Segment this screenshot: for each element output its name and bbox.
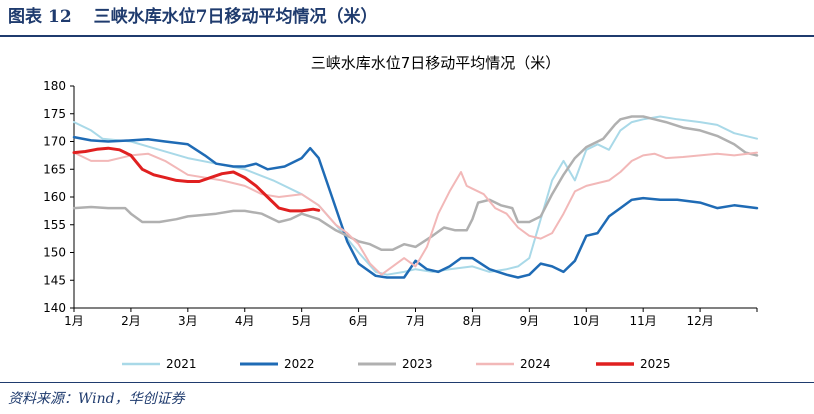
chart-title: 三峡水库水位7日移动平均情况（米） xyxy=(311,54,561,72)
series-line-2021 xyxy=(73,115,758,276)
x-tick-label: 8月 xyxy=(463,314,483,328)
x-tick-label: 1月 xyxy=(64,314,84,328)
y-tick-label: 175 xyxy=(43,107,66,121)
legend-label-2023: 2023 xyxy=(402,357,433,371)
x-tick-label: 10月 xyxy=(573,314,600,328)
x-tick-label: 7月 xyxy=(406,314,426,328)
source-note: 资料来源：Wind，华创证券 xyxy=(8,391,185,407)
y-tick-label: 155 xyxy=(43,218,66,232)
x-tick-label: 12月 xyxy=(686,314,713,328)
y-tick-label: 160 xyxy=(43,190,66,204)
legend-label-2025: 2025 xyxy=(640,357,671,371)
series-line-2024 xyxy=(73,151,758,276)
y-tick-label: 170 xyxy=(43,135,66,149)
x-tick-label: 2月 xyxy=(121,314,141,328)
x-tick-label: 5月 xyxy=(292,314,312,328)
x-tick-label: 9月 xyxy=(520,314,540,328)
figure-number: 12 xyxy=(48,7,72,27)
figure-header: 图表 12 三峡水库水位7日移动平均情况（米） xyxy=(8,4,378,30)
figure-header-text: 三峡水库水位7日移动平均情况（米） xyxy=(93,7,378,27)
x-tick-label: 11月 xyxy=(630,314,657,328)
series-line-2023 xyxy=(72,115,759,251)
footer-rule xyxy=(0,382,814,383)
header-rule xyxy=(0,35,814,37)
y-tick-label: 145 xyxy=(43,273,66,287)
figure-label-prefix: 图表 xyxy=(8,7,42,27)
legend-label-2022: 2022 xyxy=(284,357,315,371)
y-tick-label: 180 xyxy=(43,79,66,93)
line-chart: 三峡水库水位7日移动平均情况（米） 140 145 150 155 160 165 170 17… xyxy=(43,54,759,371)
legend-label-2024: 2024 xyxy=(520,357,551,371)
y-tick-label: 150 xyxy=(43,246,66,260)
y-tick-label: 165 xyxy=(43,162,66,176)
x-tick-label: 4月 xyxy=(235,314,255,328)
x-tick-label: 3月 xyxy=(178,314,198,328)
y-tick-label: 140 xyxy=(43,301,66,315)
legend-label-2021: 2021 xyxy=(166,357,197,371)
series-line-2025 xyxy=(72,146,321,213)
x-tick-label: 6月 xyxy=(349,314,369,328)
series-line-2022 xyxy=(72,135,759,279)
